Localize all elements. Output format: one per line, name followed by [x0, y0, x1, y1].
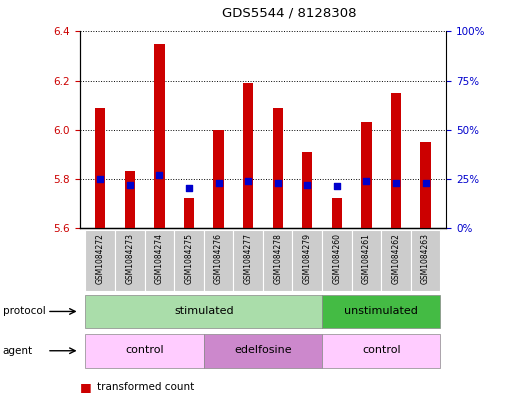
Text: GSM1084277: GSM1084277 [244, 233, 252, 284]
Text: GSM1084272: GSM1084272 [96, 233, 105, 284]
FancyBboxPatch shape [322, 230, 351, 291]
Text: GSM1084274: GSM1084274 [155, 233, 164, 284]
Bar [184, 198, 194, 228]
Bar [332, 198, 342, 228]
Point [185, 185, 193, 191]
Bar [391, 93, 401, 228]
FancyBboxPatch shape [86, 295, 322, 328]
FancyBboxPatch shape [145, 230, 174, 291]
Text: control: control [125, 345, 164, 355]
Text: GSM1084262: GSM1084262 [391, 233, 401, 284]
Text: stimulated: stimulated [174, 306, 233, 316]
FancyBboxPatch shape [174, 230, 204, 291]
Text: GSM1084279: GSM1084279 [303, 233, 312, 284]
FancyBboxPatch shape [86, 334, 204, 367]
Point [362, 178, 370, 184]
Text: GSM1084275: GSM1084275 [185, 233, 193, 284]
FancyBboxPatch shape [233, 230, 263, 291]
Text: GSM1084276: GSM1084276 [214, 233, 223, 284]
FancyBboxPatch shape [381, 230, 411, 291]
Text: GSM1084261: GSM1084261 [362, 233, 371, 284]
Bar [213, 130, 224, 228]
Text: unstimulated: unstimulated [344, 306, 418, 316]
Bar [243, 83, 253, 228]
Bar [421, 142, 431, 228]
Bar [302, 152, 312, 228]
Text: GSM1084260: GSM1084260 [332, 233, 341, 284]
FancyBboxPatch shape [86, 230, 115, 291]
Point [155, 172, 164, 178]
Bar [125, 171, 135, 228]
Point [333, 183, 341, 189]
Text: GSM1084278: GSM1084278 [273, 233, 282, 284]
Text: edelfosine: edelfosine [234, 345, 292, 355]
FancyBboxPatch shape [204, 334, 322, 367]
Point [392, 180, 400, 186]
FancyBboxPatch shape [322, 334, 440, 367]
Text: transformed count: transformed count [97, 382, 195, 392]
FancyBboxPatch shape [322, 295, 440, 328]
Bar [95, 108, 105, 228]
Text: agent: agent [3, 346, 33, 356]
Point [244, 178, 252, 184]
Text: control: control [362, 345, 401, 355]
Point [273, 180, 282, 186]
Text: protocol: protocol [3, 307, 45, 316]
FancyBboxPatch shape [351, 230, 381, 291]
Point [303, 182, 311, 188]
Bar [154, 44, 165, 228]
FancyBboxPatch shape [263, 230, 292, 291]
Point [126, 182, 134, 188]
FancyBboxPatch shape [204, 230, 233, 291]
Text: GSM1084273: GSM1084273 [125, 233, 134, 284]
FancyBboxPatch shape [292, 230, 322, 291]
Bar [361, 122, 371, 228]
Point [422, 180, 430, 186]
Point [214, 180, 223, 186]
Point [96, 176, 104, 182]
FancyBboxPatch shape [115, 230, 145, 291]
Bar [272, 108, 283, 228]
Text: GDS5544 / 8128308: GDS5544 / 8128308 [222, 7, 357, 20]
Text: ■: ■ [80, 380, 91, 393]
Text: GSM1084263: GSM1084263 [421, 233, 430, 284]
FancyBboxPatch shape [411, 230, 440, 291]
